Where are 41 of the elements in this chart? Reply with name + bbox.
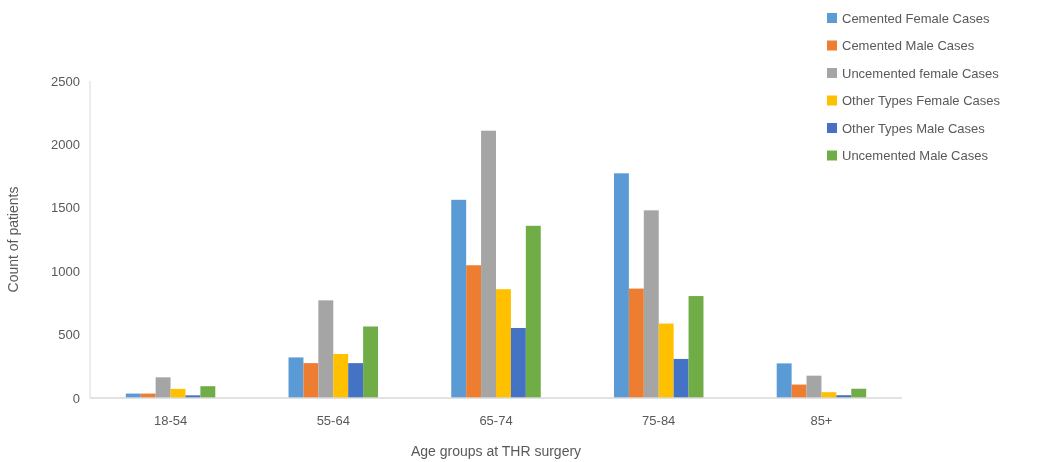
bar xyxy=(643,210,659,398)
legend-label: Cemented Female Cases xyxy=(842,10,990,26)
bar xyxy=(496,289,511,398)
bar xyxy=(613,173,629,398)
x-tick-label: 75-84 xyxy=(642,413,676,428)
x-axis-title: Age groups at THR surgery xyxy=(410,443,582,459)
bar xyxy=(303,363,319,398)
bar xyxy=(673,358,689,398)
bar xyxy=(288,357,304,398)
y-tick-label: 2000 xyxy=(51,136,80,152)
bar xyxy=(481,130,496,398)
bar xyxy=(688,296,704,398)
bar xyxy=(155,377,171,398)
bar xyxy=(658,323,674,398)
y-tick-label: 0 xyxy=(72,390,80,406)
legend-label: Cemented Male Cases xyxy=(842,38,975,54)
y-tick-label: 1500 xyxy=(51,200,80,216)
x-tick-label: 18-54 xyxy=(153,413,188,428)
bar xyxy=(333,354,349,398)
bar xyxy=(451,199,467,398)
bar xyxy=(776,363,792,398)
bar xyxy=(628,288,644,398)
x-tick-label: 85+ xyxy=(810,413,833,428)
bar xyxy=(525,225,541,398)
bar xyxy=(363,326,379,398)
legend-label: Other Types Female Cases xyxy=(842,93,1001,109)
bar xyxy=(200,386,216,398)
bar xyxy=(791,384,807,398)
legend-label: Other Types Male Cases xyxy=(842,120,986,136)
y-tick-label: 1000 xyxy=(51,263,80,279)
y-tick-label: 2500 xyxy=(51,73,80,89)
bar xyxy=(510,328,526,398)
legend-label: Uncemented female Cases xyxy=(842,65,1000,81)
y-axis-title: Count of patients xyxy=(5,186,21,293)
bar xyxy=(348,363,364,398)
bar xyxy=(466,265,482,398)
x-tick-label: 65-74 xyxy=(479,413,513,428)
bar xyxy=(318,300,334,398)
y-tick-label: 500 xyxy=(58,327,80,343)
x-tick-label: 55-64 xyxy=(316,413,350,428)
legend-label: Uncemented Male Cases xyxy=(842,148,989,164)
